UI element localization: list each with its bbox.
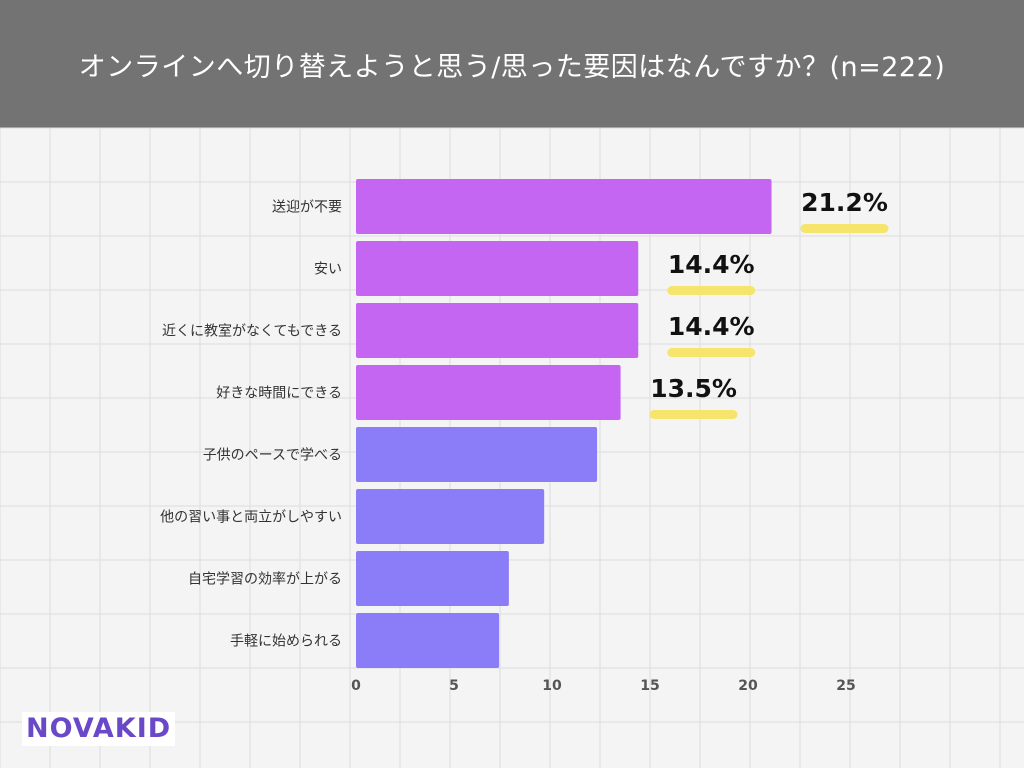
category-label: 近くに教室がなくてもできる: [162, 323, 342, 340]
value-label: 13.5%: [650, 374, 737, 403]
category-label: 安い: [314, 262, 342, 278]
category-label: 子供のペースで学べる: [203, 448, 342, 464]
value-label: 14.4%: [668, 250, 755, 279]
x-tick-label: 20: [738, 678, 758, 694]
x-tick-label: 0: [351, 678, 361, 694]
value-marker: [800, 224, 889, 233]
bar-1: [356, 179, 772, 234]
x-tick-label: 10: [542, 678, 562, 694]
category-label: 自宅学習の効率が上がる: [188, 571, 342, 588]
bar-7: [356, 551, 509, 606]
value-label: 14.4%: [668, 312, 755, 341]
value-marker: [649, 410, 738, 419]
x-tick-label: 15: [640, 678, 659, 694]
bar-3: [356, 303, 639, 358]
category-label: 他の習い事と両立がしやすい: [160, 510, 342, 526]
bar-2: [356, 241, 639, 296]
novakid-logo: NOVAKID: [22, 712, 176, 746]
bar-4: [356, 365, 621, 420]
value-marker: [667, 348, 756, 357]
category-label: 手軽に始められる: [230, 634, 342, 650]
bar-5: [356, 427, 598, 482]
category-label: 送迎が不要: [272, 200, 342, 216]
category-label: 好きな時間にできる: [216, 386, 342, 402]
bar-8: [356, 613, 500, 668]
chart-title: オンラインへ切り替えようと思う/思った要因はなんですか？(n=222): [0, 0, 1024, 128]
value-marker: [667, 286, 756, 295]
value-label: 21.2%: [801, 188, 888, 217]
x-tick-label: 5: [449, 678, 459, 694]
bar-6: [356, 489, 545, 544]
x-tick-label: 25: [836, 678, 855, 694]
